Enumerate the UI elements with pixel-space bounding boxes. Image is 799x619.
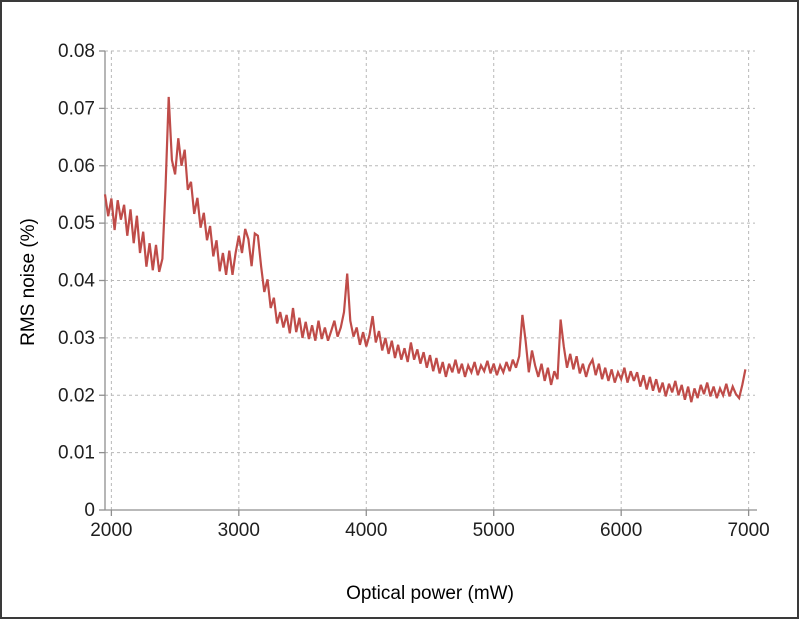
y-tick-label: 0.07 xyxy=(58,98,95,119)
y-tick-label: 0.03 xyxy=(58,328,95,349)
x-tick-label: 4000 xyxy=(345,520,387,541)
y-tick-label: 0 xyxy=(84,500,95,521)
x-tick-label: 6000 xyxy=(600,520,642,541)
y-tick-label: 0.01 xyxy=(58,443,95,464)
x-tick-label: 7000 xyxy=(727,520,769,541)
x-axis-title: Optical power (mW) xyxy=(346,583,514,604)
x-tick-label: 5000 xyxy=(473,520,515,541)
y-tick-label: 0.02 xyxy=(58,385,95,406)
y-tick-label: 0.05 xyxy=(58,213,95,234)
y-tick-label: 0.08 xyxy=(58,41,95,62)
y-tick-label: 0.04 xyxy=(58,271,95,292)
x-tick-label: 3000 xyxy=(218,520,260,541)
x-tick-label: 2000 xyxy=(90,520,132,541)
axes xyxy=(99,50,757,516)
tick-labels: 2000 3000 4000 5000 6000 7000 0 0.01 0.02 0.03 0.0… xyxy=(58,41,770,541)
y-axis-title: RMS noise (%) xyxy=(18,218,39,346)
rms-noise-line xyxy=(103,96,747,403)
gridlines xyxy=(105,50,755,510)
y-tick-label: 0.06 xyxy=(58,156,95,177)
